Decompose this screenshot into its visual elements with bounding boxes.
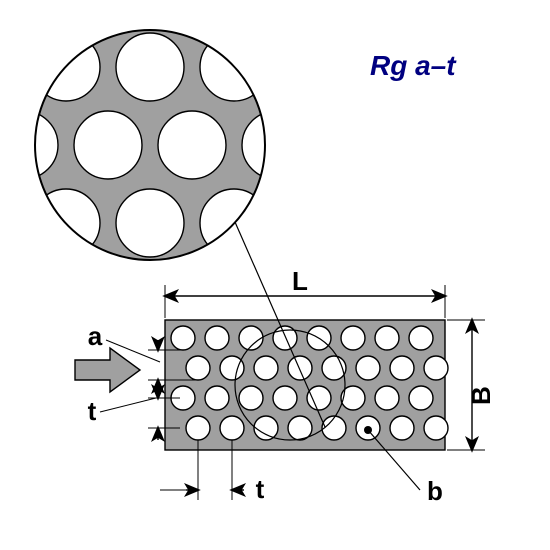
label-B: B (466, 386, 496, 405)
magnifier (0, 30, 310, 260)
diagram-title: Rg a–t (370, 50, 456, 82)
dim-L: L (165, 266, 445, 318)
dim-B: B (447, 320, 496, 450)
diagram-svg: L B a t t b (0, 0, 550, 550)
label-a: a (88, 321, 103, 351)
label-t-side: t (88, 396, 97, 426)
label-b: b (427, 476, 443, 506)
label-L: L (292, 266, 308, 296)
label-t-bottom: t (256, 474, 265, 504)
direction-arrow (75, 348, 140, 392)
